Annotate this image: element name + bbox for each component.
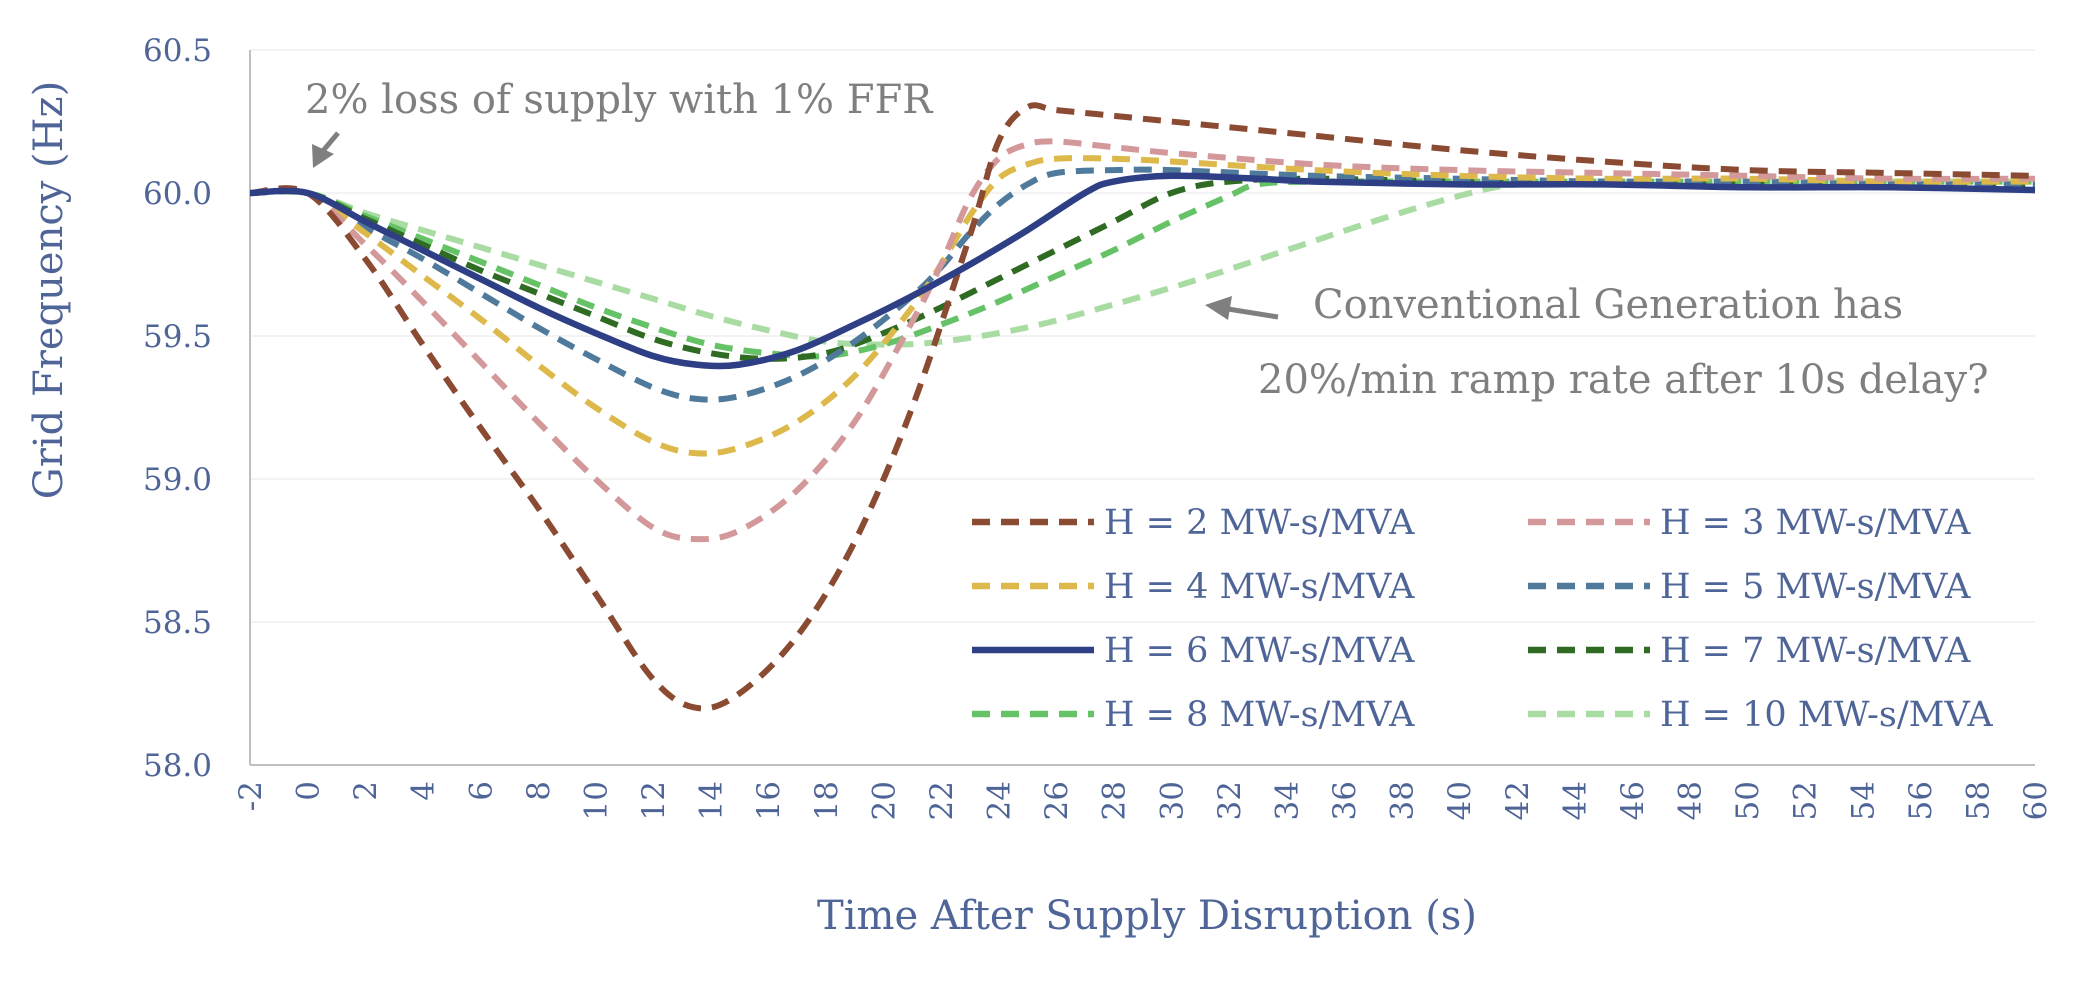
y-tick-label: 58.5 — [143, 605, 212, 641]
x-tick-labels: -2 0 2 4 6 8 10 12 14 16 18 20 22 24 26 28 30 32 34 36 38 40 4… — [233, 781, 2054, 820]
x-tick-label: 12 — [636, 781, 672, 820]
x-tick-label: 4 — [406, 781, 442, 801]
x-axis-title: Time After Supply Disruption (s) — [817, 893, 1477, 939]
x-tick-label: 34 — [1269, 781, 1305, 820]
x-tick-label: 18 — [809, 781, 845, 820]
x-tick-label: 2 — [348, 781, 384, 801]
x-tick-label: 26 — [1039, 781, 1075, 820]
y-tick-label: 58.0 — [143, 748, 212, 784]
x-tick-label: 38 — [1385, 781, 1421, 820]
x-tick-label: 52 — [1788, 781, 1824, 820]
x-tick-label: 16 — [751, 781, 787, 820]
y-tick-label: 60.5 — [143, 33, 212, 69]
y-tick-label: 59.5 — [143, 319, 212, 355]
legend-label: H = 10 MW-s/MVA — [1660, 695, 1993, 735]
x-tick-label: 40 — [1442, 781, 1478, 820]
legend-label: H = 6 MW-s/MVA — [1104, 631, 1415, 671]
x-tick-label: 8 — [521, 781, 557, 801]
arrow-conventional — [1205, 296, 1279, 320]
series-line-h3 — [249, 138, 2036, 543]
x-tick-label: 44 — [1557, 781, 1593, 820]
legend-label: H = 4 MW-s/MVA — [1104, 567, 1415, 607]
series-lines — [249, 102, 2036, 712]
legend-label: H = 8 MW-s/MVA — [1104, 695, 1415, 735]
x-tick-label: 56 — [1903, 781, 1939, 820]
x-tick-label: 32 — [1212, 781, 1248, 820]
annotation-conventional-2: 20%/min ramp rate after 10s delay? — [1258, 357, 1989, 403]
legend: H = 2 MW-s/MVA H = 3 MW-s/MVA H = 4 MW-s/M… — [972, 503, 1993, 735]
arrow-ffr — [312, 131, 340, 168]
series-line-h4 — [249, 155, 2036, 457]
gridlines — [250, 49, 2035, 623]
x-tick-label: 20 — [866, 781, 902, 820]
x-tick-label: 42 — [1500, 781, 1536, 820]
y-tick-label: 60.0 — [143, 176, 212, 212]
y-tick-label: 59.0 — [143, 462, 212, 498]
x-tick-label: 58 — [1960, 781, 1996, 820]
x-tick-label: 54 — [1845, 781, 1881, 820]
series-line-h7 — [249, 175, 2035, 362]
legend-label: H = 7 MW-s/MVA — [1660, 631, 1971, 671]
y-axis-title: Grid Frequency (Hz) — [26, 81, 72, 499]
series-line-h2 — [249, 102, 2036, 712]
x-tick-label: 10 — [578, 781, 614, 820]
series-line-h6 — [249, 172, 2036, 370]
x-tick-label: -2 — [233, 781, 269, 811]
legend-label: H = 2 MW-s/MVA — [1104, 503, 1415, 543]
x-tick-label: 48 — [1673, 781, 1709, 820]
x-tick-label: 50 — [1730, 781, 1766, 820]
x-tick-label: 46 — [1615, 781, 1651, 820]
x-tick-label: 30 — [1154, 781, 1190, 820]
x-tick-label: 6 — [463, 781, 499, 801]
legend-label: H = 3 MW-s/MVA — [1660, 503, 1971, 543]
x-tick-label: 28 — [1097, 781, 1133, 820]
annotation-ffr: 2% loss of supply with 1% FFR — [305, 77, 934, 123]
x-tick-label: 24 — [982, 781, 1018, 820]
x-tick-label: 14 — [694, 781, 730, 820]
x-tick-label: 36 — [1327, 781, 1363, 820]
axes — [249, 50, 2035, 766]
x-tick-label: 60 — [2018, 781, 2054, 820]
legend-label: H = 5 MW-s/MVA — [1660, 567, 1971, 607]
x-tick-label: 22 — [924, 781, 960, 820]
y-tick-labels: 58.0 58.5 59.0 59.5 60.0 60.5 — [143, 33, 212, 784]
annotation-conventional-1: Conventional Generation has — [1313, 282, 1903, 328]
x-tick-label: 0 — [291, 781, 327, 801]
